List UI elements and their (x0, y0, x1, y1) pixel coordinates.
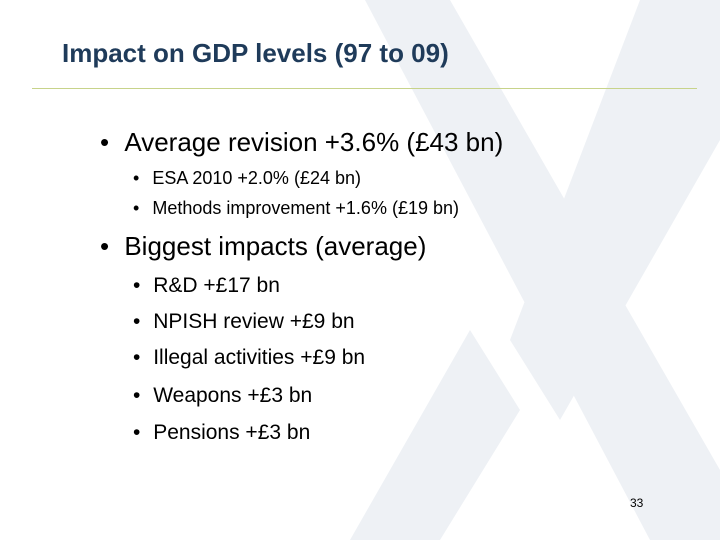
title-divider (32, 88, 697, 89)
sub-bullet-weapons: • Weapons +£3 bn (133, 384, 312, 408)
bullet-text: Illegal activities +£9 bn (153, 346, 366, 369)
page-number: 33 (630, 496, 644, 510)
bullet-average-revision: • Average revision +3.6% (£43 bn) (100, 127, 503, 158)
bullet-text: ESA 2010 +2.0% (£24 bn) (152, 168, 361, 188)
bullet-text: R&D +£17 bn (153, 274, 280, 297)
bullet-text: Methods improvement +1.6% (£19 bn) (152, 198, 459, 218)
sub-bullet-pensions: • Pensions +£3 bn (133, 421, 310, 445)
bullet-text: Weapons +£3 bn (153, 384, 313, 407)
sub-bullet-esa-2010: • ESA 2010 +2.0% (£24 bn) (133, 168, 361, 189)
bullet-glyph: • (133, 310, 141, 333)
bullet-text: Pensions +£3 bn (153, 421, 311, 444)
bullet-biggest-impacts: • Biggest impacts (average) (100, 231, 426, 262)
sub-bullet-illegal-activities: • Illegal activities +£9 bn (133, 346, 365, 370)
sub-bullet-npish-review: • NPISH review +£9 bn (133, 310, 355, 334)
bullet-glyph: • (133, 384, 141, 407)
bullet-glyph: • (133, 421, 141, 444)
bullet-glyph: • (133, 168, 140, 188)
bullet-text: Average revision +3.6% (£43 bn) (124, 127, 504, 157)
bullet-glyph: • (100, 127, 110, 157)
bullet-glyph: • (100, 231, 110, 261)
bullet-text: NPISH review +£9 bn (153, 310, 355, 333)
slide-title: Impact on GDP levels (97 to 09) (62, 38, 449, 68)
bullet-glyph: • (133, 198, 140, 218)
sub-bullet-methods-improvement: • Methods improvement +1.6% (£19 bn) (133, 198, 459, 219)
bullet-glyph: • (133, 346, 141, 369)
sub-bullet-rnd: • R&D +£17 bn (133, 274, 280, 298)
bullet-glyph: • (133, 274, 141, 297)
bullet-text: Biggest impacts (average) (124, 231, 427, 261)
